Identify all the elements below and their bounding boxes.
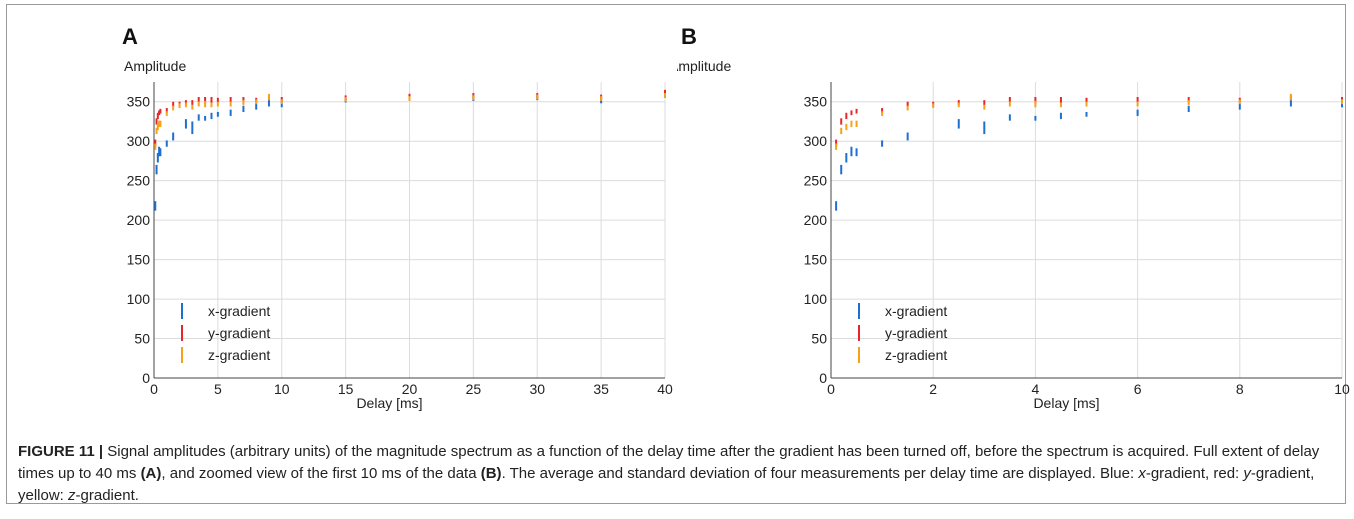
panel-b-x-tick-label: 0 bbox=[827, 381, 835, 397]
panel-b-x-tick-label: 8 bbox=[1236, 381, 1244, 397]
panel-b-legend-label: z-gradient bbox=[885, 347, 947, 363]
panel-a-y-tick-label: 250 bbox=[127, 173, 151, 189]
panel-b-letter: B bbox=[681, 24, 697, 49]
panel-b-series-z-gradient bbox=[835, 93, 1343, 150]
panel-a-series-x-gradient bbox=[154, 93, 666, 211]
panel-a-x-axis-title: Delay [ms] bbox=[356, 395, 422, 411]
panel-a-legend-label: y-gradient bbox=[208, 325, 270, 341]
panel-a-y-tick-label: 350 bbox=[127, 94, 151, 110]
panel-b-y-tick-label: 350 bbox=[804, 94, 828, 110]
panel-a-series-z-gradient bbox=[154, 93, 666, 150]
panel-b-y-tick-label: 50 bbox=[811, 331, 827, 347]
panel-a-letter: A bbox=[122, 24, 138, 49]
panel-b-y-tick-label: 300 bbox=[804, 133, 828, 149]
panel-a-x-tick-label: 5 bbox=[214, 381, 222, 397]
panel-a-x-tick-label: 10 bbox=[274, 381, 290, 397]
panel-b-y-tick-label: 0 bbox=[819, 370, 827, 386]
panel-b-x-axis-title: Delay [ms] bbox=[1033, 395, 1099, 411]
panel-b-x-tick-label: 6 bbox=[1134, 381, 1142, 397]
caption-x-var: x bbox=[1138, 465, 1146, 482]
panel-a-y-tick-label: 0 bbox=[142, 370, 150, 386]
panel-a-y-tick-label: 50 bbox=[134, 331, 150, 347]
caption-ref-a: (A) bbox=[140, 465, 162, 482]
caption-label: FIGURE 11 | bbox=[18, 443, 104, 460]
panel-b-y-tick-label: 150 bbox=[804, 252, 828, 268]
figure-border bbox=[6, 4, 1346, 504]
panel-b-y-tick-label: 250 bbox=[804, 173, 828, 189]
caption-y-var: y bbox=[1243, 465, 1251, 482]
panel-a-legend-label: z-gradient bbox=[208, 347, 270, 363]
panel-b-legend-label: x-gradient bbox=[885, 303, 947, 319]
panel-a-y-tick-label: 300 bbox=[127, 133, 151, 149]
panel-b-series-x-gradient bbox=[835, 100, 1343, 211]
panel-a-x-tick-label: 25 bbox=[466, 381, 482, 397]
panel-a-x-tick-label: 35 bbox=[593, 381, 609, 397]
caption-text-6: -gradient. bbox=[75, 487, 139, 504]
caption-z-var: z bbox=[68, 487, 76, 504]
chart-panel-b: B Amplitude 0 50 100 150 200 250 300 350 0 2 4 6 8 10 De… bbox=[677, 24, 1350, 411]
panel-a-y-tick-label: 150 bbox=[127, 252, 151, 268]
chart-panel-a: A Amplitude 0 50 100 150 200 250 300 350 0 5 10 15 20 2… bbox=[122, 24, 673, 411]
caption-text-5: -gradient, yellow: bbox=[18, 465, 1315, 504]
panel-b-x-tick-label: 4 bbox=[1032, 381, 1040, 397]
panel-a-y-tick-label: 100 bbox=[127, 291, 151, 307]
panel-a-y-axis-title: Amplitude bbox=[124, 58, 186, 74]
panel-a-x-tick-label: 15 bbox=[338, 381, 354, 397]
caption-text-3: . The average and standard deviation of … bbox=[501, 465, 1139, 482]
caption-text-1: Signal amplitudes (arbitrary units) of t… bbox=[18, 443, 1320, 482]
panel-b-y-tick-label: 200 bbox=[804, 212, 828, 228]
panel-a-x-tick-label: 40 bbox=[657, 381, 673, 397]
panel-a-y-tick-label: 200 bbox=[127, 212, 151, 228]
panel-a-legend-label: x-gradient bbox=[208, 303, 270, 319]
panel-b-series-y-gradient bbox=[835, 95, 1343, 146]
caption-text-2: , and zoomed view of the first 10 ms of … bbox=[161, 465, 481, 482]
panel-b-x-tick-label: 2 bbox=[929, 381, 937, 397]
panel-b-y-axis-title: Amplitude bbox=[677, 58, 731, 74]
panel-a-x-tick-label: 30 bbox=[529, 381, 545, 397]
panel-b-legend-label: y-gradient bbox=[885, 325, 947, 341]
panel-b-y-tick-label: 100 bbox=[804, 291, 828, 307]
figure-caption: FIGURE 11 | Signal amplitudes (arbitrary… bbox=[18, 441, 1338, 507]
caption-text-4: -gradient, red: bbox=[1145, 465, 1244, 482]
panel-a-x-tick-label: 20 bbox=[402, 381, 418, 397]
panel-a-x-tick-label: 0 bbox=[150, 381, 158, 397]
caption-ref-b: (B) bbox=[480, 465, 502, 482]
panel-b-x-tick-label: 10 bbox=[1334, 381, 1350, 397]
